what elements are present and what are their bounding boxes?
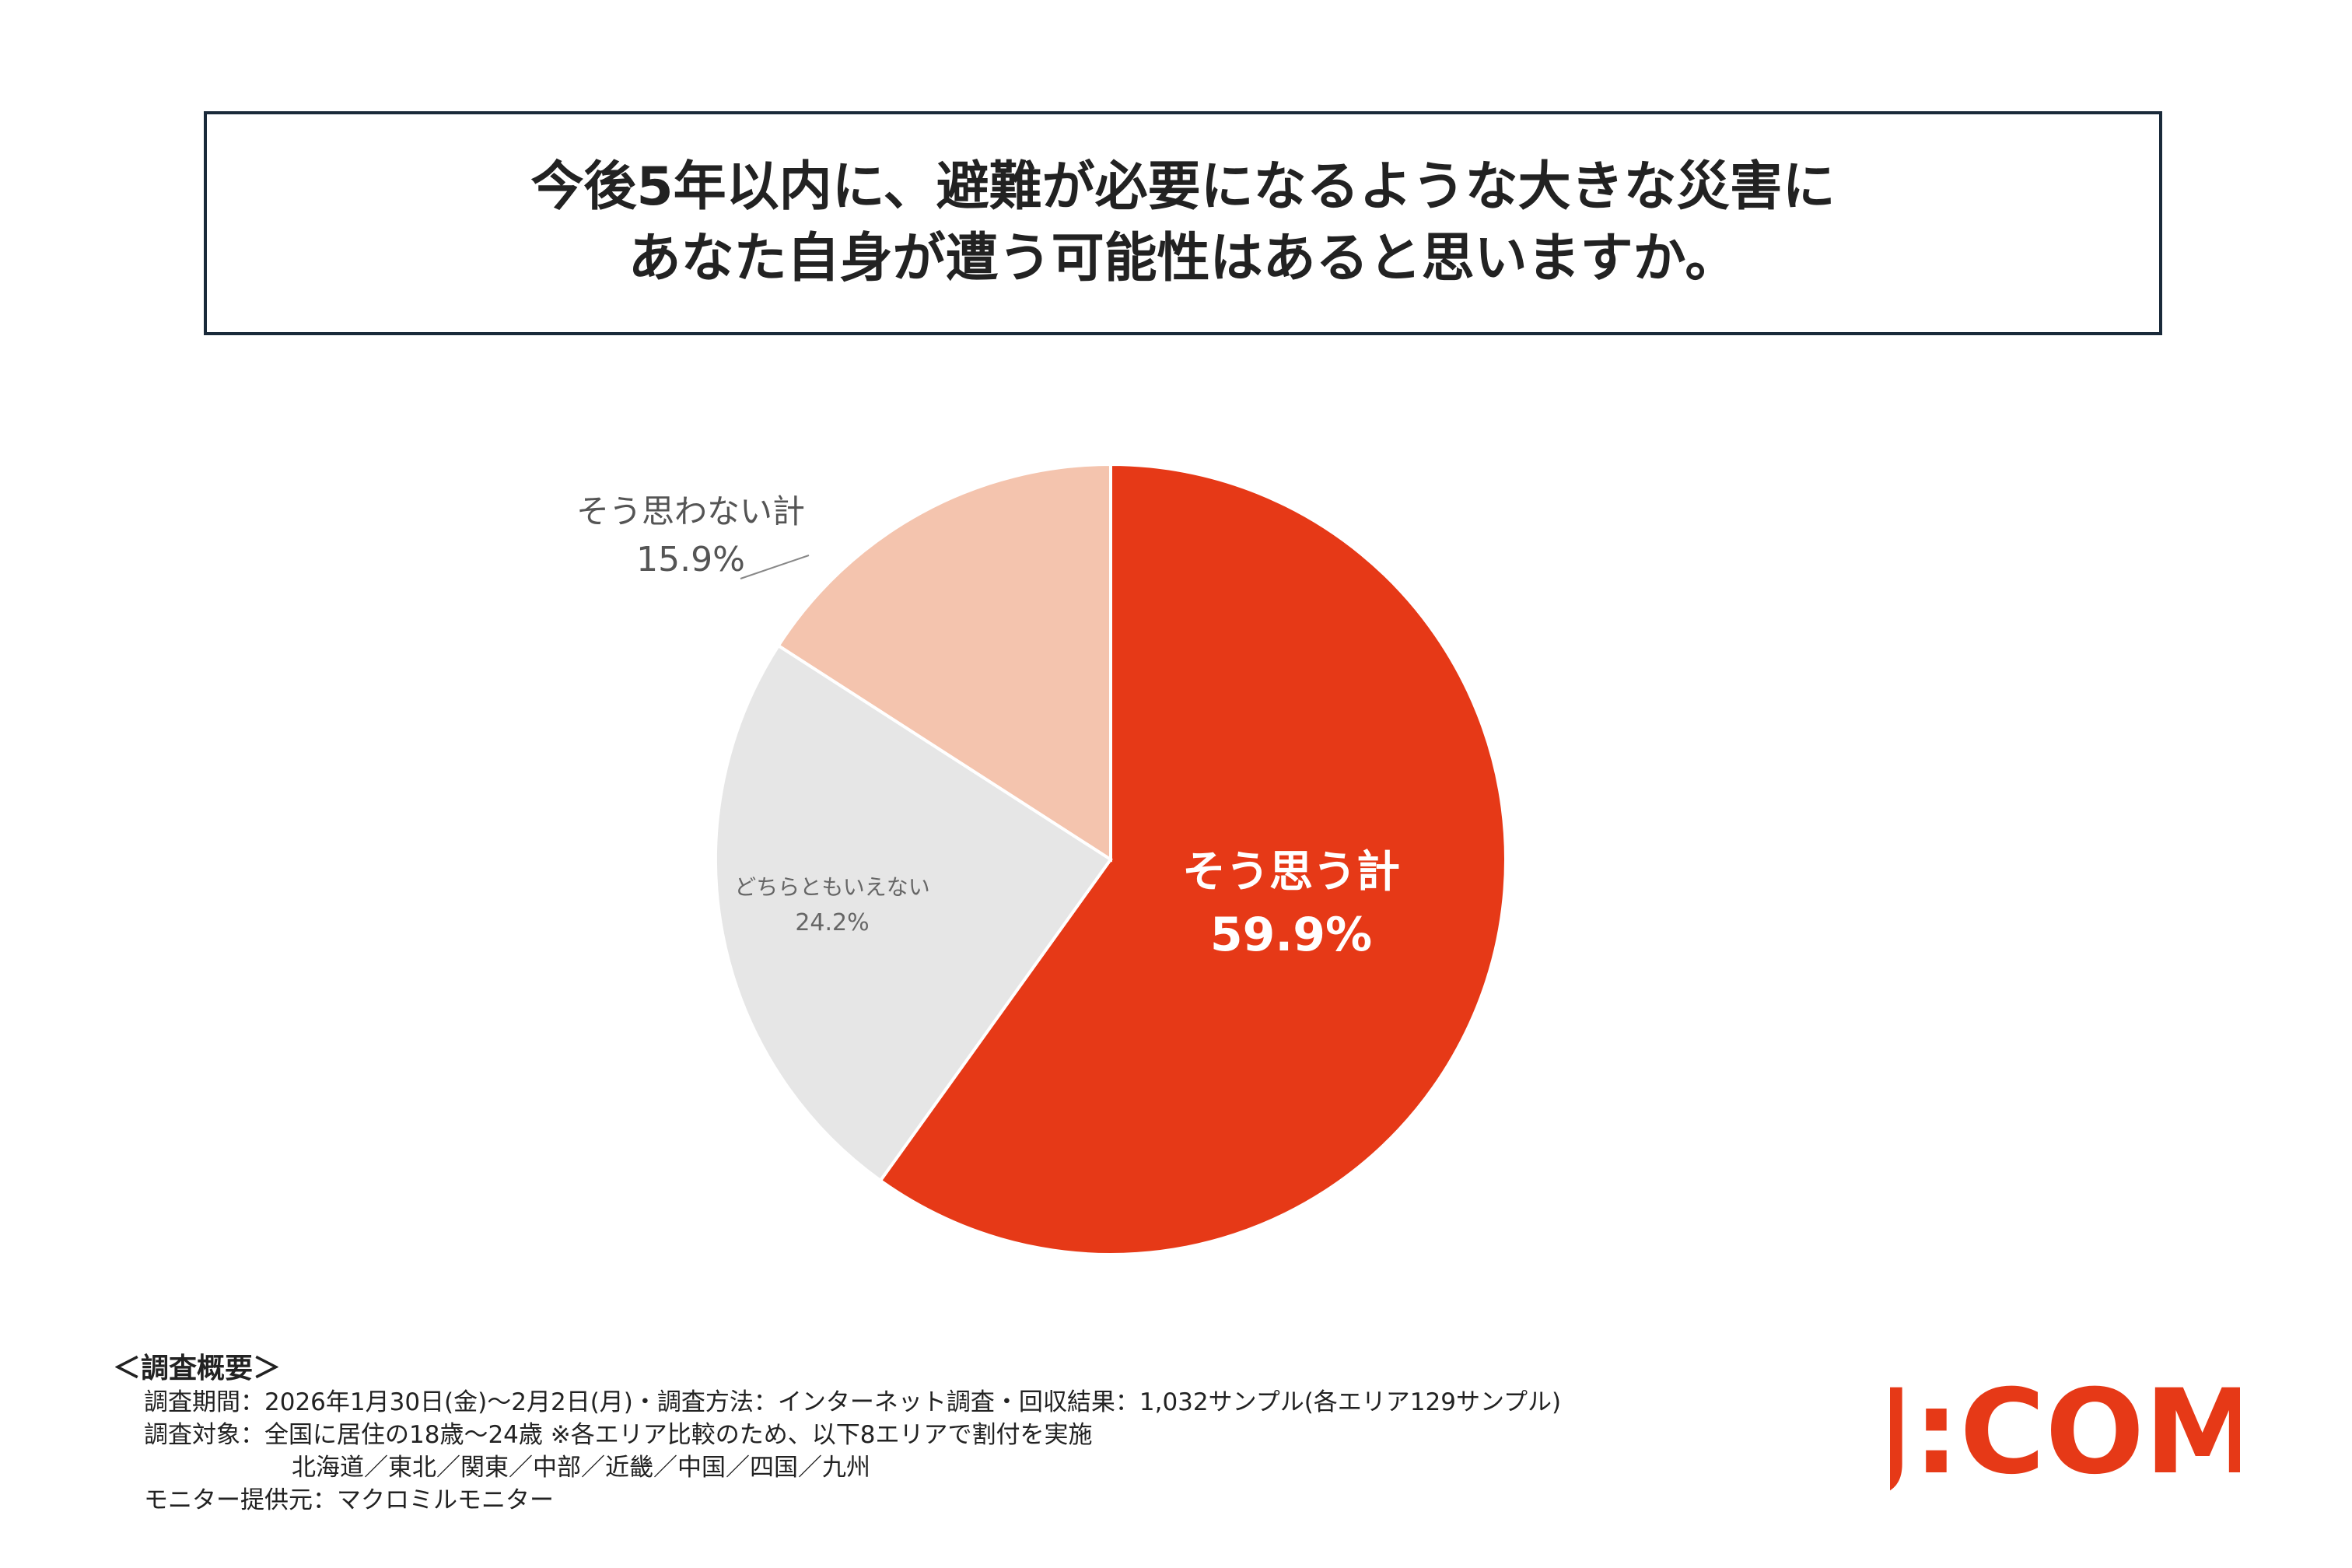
slice-label-neutral: どちらともいえない xyxy=(734,874,929,900)
slice-value-agree: 59.9% xyxy=(1210,908,1372,962)
survey-summary: ＜調査概要＞ 調査期間：2026年1月30日(金)～2月2日(月)・調査方法：イ… xyxy=(113,1352,1561,1517)
pie-slice-neutral xyxy=(714,643,1113,1183)
question-title-box: 今後5年以内に、避難が必要になるような大きな災害に あなた自身が遭う可能性はある… xyxy=(204,111,2162,335)
slice-value-neutral: 24.2% xyxy=(795,909,869,936)
pie-slice-agree xyxy=(878,462,1507,1256)
jcom-logo: J:COM xyxy=(1890,1365,2240,1497)
survey-summary-heading: ＜調査概要＞ xyxy=(113,1353,282,1384)
survey-period-line: 調査期間：2026年1月30日(金)～2月2日(月)・調査方法：インターネット調… xyxy=(144,1388,1562,1416)
jcom-logo-text: J:COM xyxy=(1890,1365,2240,1497)
question-title-line-1: 今後5年以内に、避難が必要になるような大きな災害に xyxy=(530,156,1836,218)
slice-label-agree: そう思う計 xyxy=(1182,847,1400,898)
survey-target-line: 調査対象：全国に居住の18歳～24歳 ※各エリア比較のため、以下8エリアで割付を… xyxy=(144,1421,1093,1449)
question-title-line-2: あなた自身が遭う可能性はあると思いますか。 xyxy=(628,228,1738,289)
pie-slice-disagree xyxy=(776,462,1112,863)
survey-monitor-line: モニター提供元：マクロミルモニター xyxy=(144,1486,554,1514)
pie-slices xyxy=(714,462,1507,1256)
slice-label-disagree: そう思わない計 xyxy=(576,492,805,530)
leader-line xyxy=(740,555,810,579)
survey-areas-line: 北海道／東北／関東／中部／近畿／中国／四国／九州 xyxy=(292,1454,870,1482)
slice-value-disagree: 15.9% xyxy=(636,540,745,579)
